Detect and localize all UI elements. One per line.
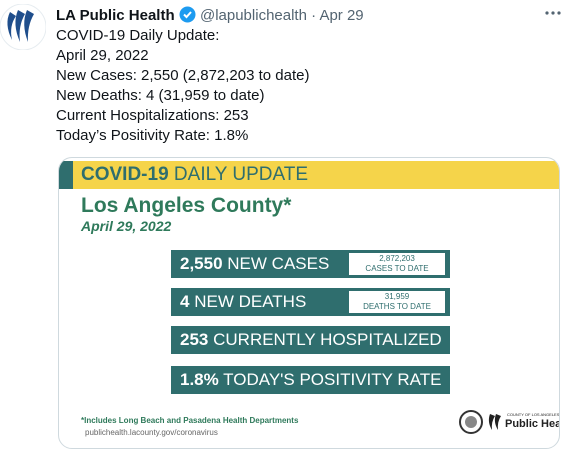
side-label: DEATHS TO DATE [363, 302, 431, 311]
stat-label: CURRENTLY HOSPITALIZED [213, 330, 442, 349]
tweet-line: April 29, 2022 [56, 47, 149, 64]
stat-number: 1.8% [180, 370, 219, 389]
stat-side: 31,959 DEATHS TO DATE [349, 291, 445, 313]
stat-number: 4 [180, 292, 190, 311]
stat-box: 253 CURRENTLY HOSPITALIZED [171, 326, 450, 354]
stat-number: 253 [180, 330, 209, 349]
logo-name: Public Health [505, 418, 560, 430]
card-header: COVID-19 DAILY UPDATE [73, 161, 559, 189]
tweet-line: Current Hospitalizations: 253 [56, 107, 249, 124]
header-stripe [59, 161, 73, 189]
more-menu[interactable] [544, 10, 562, 16]
header-rest: DAILY UPDATE [173, 164, 309, 185]
stat-box: 1.8% TODAY'S POSITIVITY RATE [171, 366, 450, 394]
avatar[interactable] [0, 4, 46, 50]
url: publichealth.lacounty.gov/coronavirus [85, 428, 218, 437]
tweet-line: New Deaths: 4 (31,959 to date) [56, 87, 265, 104]
stat-side: 2,872,203 CASES TO DATE [349, 253, 445, 275]
verified-badge [179, 6, 196, 23]
page: LA Public Health @lapublichealth · Apr 2… [0, 4, 562, 449]
handle[interactable]: @lapublichealth [199, 7, 307, 24]
county-seal [459, 410, 483, 434]
card-date: April 29, 2022 [81, 218, 172, 234]
tweet-line: Today’s Positivity Rate: 1.8% [56, 127, 249, 144]
side-number: 31,959 [384, 292, 410, 301]
stat-label: NEW DEATHS [194, 292, 307, 311]
footnote: *Includes Long Beach and Pasadena Health… [81, 416, 299, 425]
stat-label: TODAY'S POSITIVITY RATE [223, 370, 442, 389]
author-name[interactable]: LA Public Health [56, 7, 175, 24]
stat-number: 2,550 [180, 254, 223, 273]
header-bold: COVID-19 [81, 164, 169, 185]
side-label: CASES TO DATE [365, 264, 429, 273]
date[interactable]: Apr 29 [319, 7, 364, 24]
tweet-line: New Cases: 2,550 (2,872,203 to date) [56, 67, 310, 84]
tweet-header: LA Public Health @lapublichealth · Apr 2… [56, 6, 364, 24]
side-number: 2,872,203 [379, 254, 415, 263]
logo-small: COUNTY OF LOS ANGELES [507, 412, 560, 417]
tweet-line: COVID-19 Daily Update: [56, 27, 220, 44]
stat-box: 4 NEW DEATHS 31,959 DEATHS TO DATE [171, 288, 450, 316]
ph-logo [488, 414, 501, 430]
tweet-image[interactable]: COVID-19 DAILY UPDATE Los Angeles County… [58, 157, 560, 449]
stat-box: 2,550 NEW CASES 2,872,203 CASES TO DATE [171, 250, 450, 278]
stat-label: NEW CASES [227, 254, 330, 273]
separator: · [311, 7, 317, 24]
card-title: Los Angeles County* [81, 194, 292, 217]
